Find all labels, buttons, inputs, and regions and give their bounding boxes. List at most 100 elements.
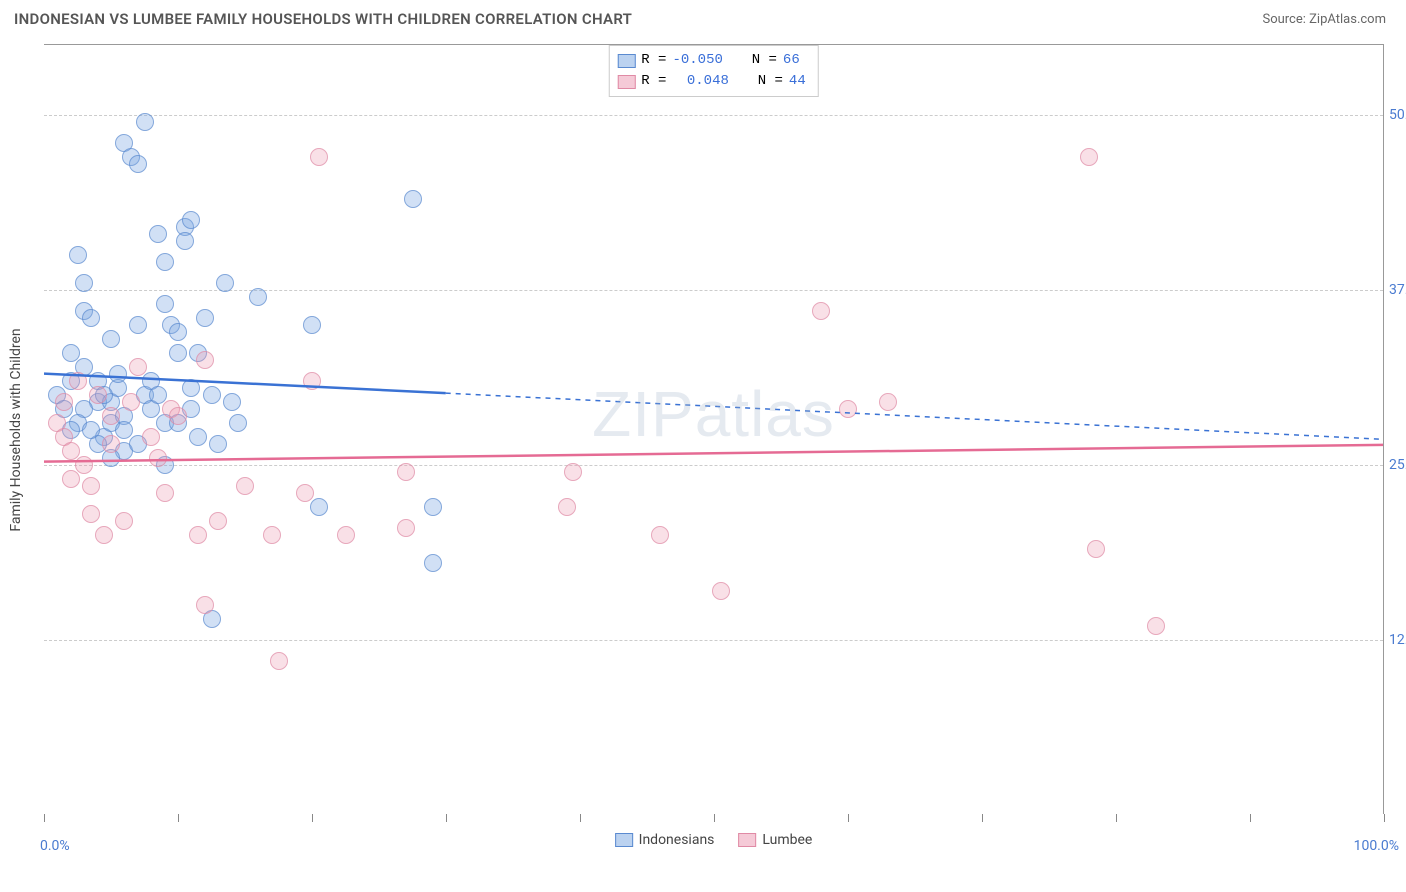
legend-n-value-indonesians: 66 — [783, 50, 800, 71]
data-point — [129, 155, 147, 173]
data-point — [176, 232, 194, 250]
gridline — [44, 290, 1383, 291]
x-tick — [312, 814, 313, 822]
x-tick — [1384, 814, 1385, 822]
data-point — [209, 512, 227, 530]
data-point — [136, 113, 154, 131]
data-point — [296, 484, 314, 502]
data-point — [75, 456, 93, 474]
data-point — [82, 309, 100, 327]
data-point — [82, 421, 100, 439]
data-point — [216, 274, 234, 292]
data-point — [1080, 148, 1098, 166]
data-point — [196, 309, 214, 327]
data-point — [102, 407, 120, 425]
data-point — [182, 211, 200, 229]
legend-label: Lumbee — [762, 832, 812, 848]
data-point — [203, 386, 221, 404]
data-point — [156, 295, 174, 313]
data-point — [169, 323, 187, 341]
data-point — [189, 428, 207, 446]
x-axis-min-label: 0.0% — [40, 838, 70, 854]
data-point — [189, 526, 207, 544]
data-point — [249, 288, 267, 306]
x-tick — [178, 814, 179, 822]
data-point — [169, 407, 187, 425]
data-point — [397, 519, 415, 537]
x-tick — [446, 814, 447, 822]
data-point — [404, 190, 422, 208]
legend-correlation-box: R = -0.050 N = 66 R = 0.048 N = 44 — [608, 45, 818, 97]
data-point — [397, 463, 415, 481]
data-point — [62, 470, 80, 488]
data-point — [75, 274, 93, 292]
data-point — [55, 393, 73, 411]
data-point — [424, 554, 442, 572]
data-point — [149, 449, 167, 467]
data-point — [196, 596, 214, 614]
source-attribution: Source: ZipAtlas.com — [1262, 12, 1386, 27]
data-point — [149, 225, 167, 243]
data-point — [310, 148, 328, 166]
data-point — [712, 582, 730, 600]
data-point — [1147, 617, 1165, 635]
x-tick — [580, 814, 581, 822]
chart-area: 12.5%25.0%37.5%50.0% ZIPatlas R = -0.050… — [44, 44, 1384, 814]
data-point — [156, 253, 174, 271]
data-point — [879, 393, 897, 411]
legend-item-indonesians: Indonesians — [615, 832, 715, 848]
legend-label: Indonesians — [639, 832, 715, 848]
legend-n-value-lumbee: 44 — [789, 71, 806, 92]
data-point — [169, 344, 187, 362]
data-point — [156, 484, 174, 502]
legend-swatch-icon — [615, 833, 633, 847]
data-point — [651, 526, 669, 544]
data-point — [337, 526, 355, 544]
x-tick — [1250, 814, 1251, 822]
chart-title: INDONESIAN VS LUMBEE FAMILY HOUSEHOLDS W… — [14, 10, 632, 28]
legend-swatch-icon — [738, 833, 756, 847]
y-axis-label: Family Households with Children — [8, 328, 24, 531]
legend-series: Indonesians Lumbee — [615, 832, 813, 848]
data-point — [310, 498, 328, 516]
data-point — [270, 652, 288, 670]
y-tick-label: 12.5% — [1389, 632, 1406, 648]
data-point — [69, 372, 87, 390]
legend-r-value-lumbee: 0.048 — [687, 71, 729, 92]
data-point — [196, 351, 214, 369]
data-point — [89, 386, 107, 404]
data-point — [129, 358, 147, 376]
legend-n-label: N = — [752, 50, 777, 71]
x-tick — [982, 814, 983, 822]
data-point — [129, 316, 147, 334]
data-point — [812, 302, 830, 320]
gridline — [44, 115, 1383, 116]
legend-swatch-indonesians — [617, 54, 635, 68]
data-point — [149, 386, 167, 404]
plot-area: 12.5%25.0%37.5%50.0% — [44, 45, 1383, 814]
data-point — [109, 365, 127, 383]
data-point — [209, 435, 227, 453]
x-tick — [714, 814, 715, 822]
data-point — [142, 428, 160, 446]
data-point — [839, 400, 857, 418]
data-point — [558, 498, 576, 516]
x-tick — [44, 814, 45, 822]
gridline — [44, 640, 1383, 641]
x-tick — [1116, 814, 1117, 822]
data-point — [424, 498, 442, 516]
data-point — [115, 421, 133, 439]
y-tick-label: 25.0% — [1389, 457, 1406, 473]
legend-n-label: N = — [758, 71, 783, 92]
data-point — [263, 526, 281, 544]
legend-row-lumbee: R = 0.048 N = 44 — [617, 71, 805, 92]
data-point — [564, 463, 582, 481]
data-point — [102, 330, 120, 348]
data-point — [102, 435, 120, 453]
data-point — [303, 372, 321, 390]
data-point — [303, 316, 321, 334]
data-point — [69, 246, 87, 264]
data-point — [62, 344, 80, 362]
data-point — [122, 393, 140, 411]
y-tick-label: 50.0% — [1389, 107, 1406, 123]
